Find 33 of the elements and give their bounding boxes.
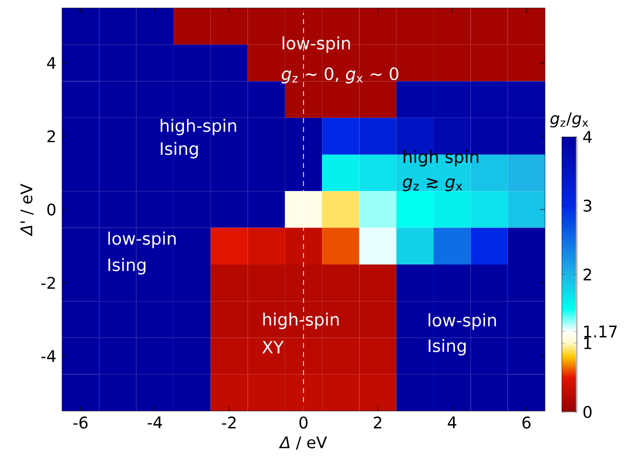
x-tick-label: 0 — [299, 416, 308, 429]
color-bar-label: 1.17 — [584, 326, 617, 338]
annotation: XY — [262, 341, 284, 354]
x-tick-label: 4 — [448, 416, 456, 428]
color-bar-label: 3 — [584, 200, 592, 212]
color-bar-title: g$_{z}$/g$_{x}$ — [550, 112, 588, 128]
annotation: g$_{z}$ ~ 0, g$_{x}$ ~ 0 — [282, 67, 398, 84]
color-bar-label: 0 — [583, 406, 592, 418]
annotation: Ising — [160, 142, 198, 158]
y-tick-label: -2 — [41, 276, 55, 289]
annotation: g$_{z}$ ≳ g$_{x}$ — [402, 178, 462, 192]
color-bar-label: 4 — [583, 131, 592, 143]
y-tick-label: 0 — [47, 203, 56, 216]
annotation: Ising — [428, 339, 466, 356]
color-bar-label: 1 — [584, 337, 592, 350]
y-tick-label: 2 — [47, 130, 55, 142]
x-axis-title: Δ / eV — [278, 436, 327, 450]
x-tick-label: -6 — [73, 416, 88, 429]
annotation: high spin — [404, 150, 478, 166]
x-tick-label: 6 — [522, 416, 531, 429]
color-bar-label: 2 — [584, 268, 592, 280]
annotation: low-spin — [108, 232, 176, 248]
y-tick-label: -4 — [41, 350, 56, 362]
x-tick-label: -4 — [148, 416, 162, 428]
y-tick-label: 4 — [47, 57, 56, 69]
annotation: high-spin — [263, 312, 339, 330]
annotation: high-spin — [160, 118, 236, 136]
annotation: low-spin — [428, 313, 496, 330]
annotation: Ising — [108, 258, 146, 274]
y-axis-title: Δ' / eV — [20, 184, 34, 236]
annotation: low-spin — [282, 36, 350, 53]
x-tick-label: 2 — [374, 416, 382, 428]
x-tick-label: -2 — [222, 416, 236, 428]
